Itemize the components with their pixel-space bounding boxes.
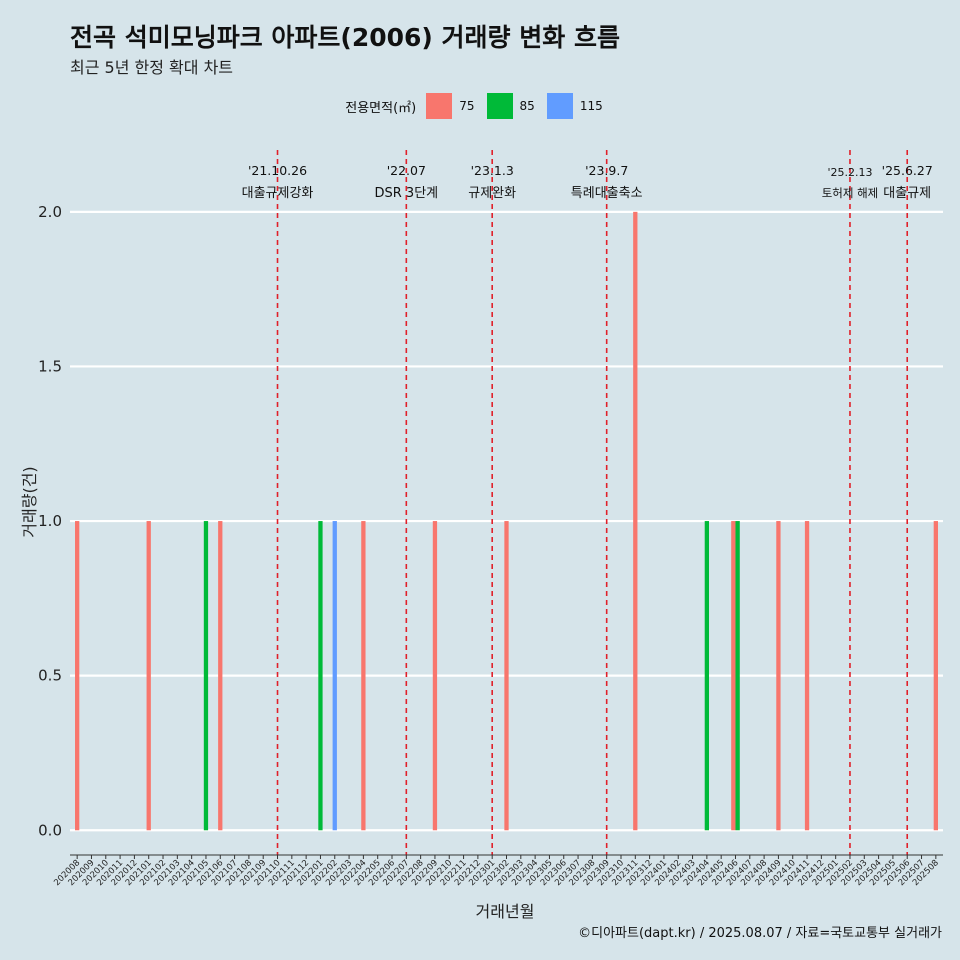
legend-label-75: 75 [459,99,475,113]
event-date-label: '21.10.26 [248,163,307,178]
y-tick-label: 1.5 [38,357,62,375]
bar-85-202404 [704,521,710,831]
bar-85-202105 [203,521,209,831]
event-date-label: '25.2.13 [827,166,872,179]
legend-swatch-115 [546,93,573,119]
bar-75-202508 [933,521,938,831]
bar-85-202406 [735,521,740,831]
event-name-label: 대출규제 [883,186,931,201]
bar-75-202008 [75,521,80,831]
bar-75-202106 [218,521,223,831]
y-tick-label: 0.0 [38,821,62,839]
legend-item-75: 75 [426,93,475,119]
event-name-label: 특례대출축소 [571,186,643,201]
event-name-label: 규제완화 [468,186,516,201]
bar-75-202409 [776,521,781,831]
y-tick-label: 0.5 [38,667,62,685]
chart-subtitle: 최근 5년 한정 확대 차트 [70,58,234,77]
y-tick-label: 1.0 [38,512,62,530]
bar-75-202406 [731,521,736,831]
event-name-label: DSR 3단계 [375,186,439,201]
event-name-label: 대출규제강화 [242,186,314,201]
bar-85-202201 [318,521,323,831]
event-date-label: '22.07 [387,163,426,178]
legend-item-115: 115 [546,93,603,119]
bar-75-202101 [146,521,151,831]
legend-swatch-85 [486,93,513,119]
y-tick-label: 2.0 [38,203,62,221]
y-axis-label: 거래량(건) [20,466,39,538]
event-date-label: '23.9.7 [585,163,628,178]
event-date-label: '23.1.3 [471,163,514,178]
source-caption: ©디아파트(dapt.kr) / 2025.08.07 / 자료=국토교통부 실… [578,926,942,941]
x-axis-label: 거래년월 [475,902,535,921]
legend-item-85: 85 [486,93,535,119]
bar-115-202202 [332,521,337,831]
legend-swatch-75 [426,93,453,119]
chart-title: 전곡 석미모닝파크 아파트(2006) 거래량 변화 흐름 [70,23,620,52]
bar-75-202209 [432,521,438,831]
legend-label-85: 85 [519,99,535,113]
event-name-label: 토허제 해제 [822,186,879,200]
bar-75-202204 [361,521,366,831]
bar-75-202302 [504,521,509,831]
legend-label-115: 115 [579,99,603,113]
bar-75-202311 [633,211,638,831]
legend: 전용면적(㎡) 75 85 115 [0,93,960,119]
bar-75-202411 [804,521,810,831]
event-date-label: '25.6.27 [882,163,933,178]
legend-title: 전용면적(㎡) [345,100,417,116]
